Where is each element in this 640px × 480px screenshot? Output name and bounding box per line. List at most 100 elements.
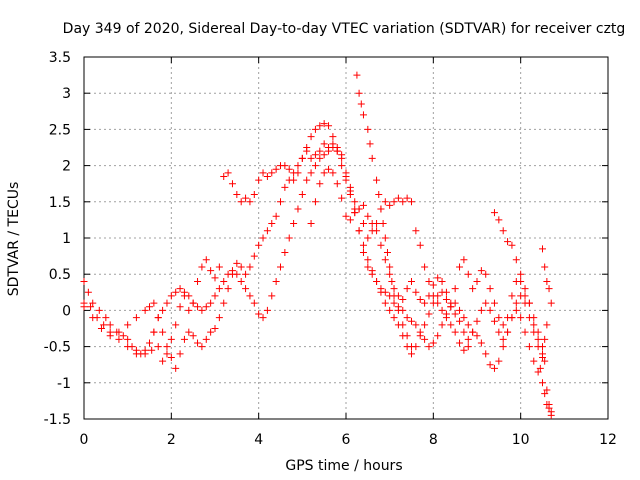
data-point (525, 299, 533, 307)
data-point (359, 241, 367, 249)
data-point (366, 140, 374, 148)
data-point (403, 314, 411, 322)
data-point (159, 328, 167, 336)
x-tick-label: 6 (342, 432, 351, 448)
data-point (119, 332, 127, 340)
data-point (460, 256, 468, 264)
data-point (124, 335, 132, 343)
data-point (375, 191, 383, 199)
x-tick-label: 10 (512, 432, 530, 448)
data-point (364, 256, 372, 264)
data-point (154, 343, 162, 351)
data-point (268, 292, 276, 300)
data-point (451, 285, 459, 293)
data-point (325, 122, 333, 130)
data-point (499, 343, 507, 351)
data-point (388, 277, 396, 285)
data-point (421, 299, 429, 307)
data-point (250, 299, 258, 307)
data-point (194, 303, 202, 311)
data-point (541, 357, 549, 365)
data-point (277, 263, 284, 271)
data-point (316, 154, 324, 162)
data-point (495, 216, 503, 224)
data-point (307, 220, 315, 228)
data-point (228, 270, 236, 278)
data-point (477, 267, 485, 275)
data-point (215, 285, 223, 293)
data-point (421, 263, 429, 271)
data-point (167, 292, 175, 300)
data-point (495, 357, 503, 365)
data-point (233, 259, 241, 267)
data-point (390, 314, 398, 322)
data-point (543, 386, 551, 394)
data-point (543, 321, 551, 329)
data-point (198, 263, 206, 271)
x-tick-label: 4 (254, 432, 263, 448)
data-point (373, 277, 381, 285)
data-points (80, 71, 555, 419)
data-point (434, 332, 442, 340)
data-point (499, 321, 507, 329)
data-point (272, 212, 280, 220)
data-point (539, 350, 546, 358)
series-track-d (307, 165, 415, 242)
data-point (412, 227, 420, 235)
data-point (220, 299, 228, 307)
data-point (298, 191, 306, 199)
data-point (172, 321, 180, 329)
data-point (451, 310, 459, 318)
data-point (486, 306, 494, 314)
data-point (495, 314, 503, 322)
data-point (246, 198, 254, 206)
data-point (355, 89, 363, 97)
data-point (399, 198, 407, 206)
data-point (185, 328, 193, 336)
data-point (521, 285, 529, 293)
data-point (416, 332, 424, 340)
data-point (163, 343, 171, 351)
data-point (416, 241, 424, 249)
data-point (211, 325, 219, 332)
data-point (250, 252, 258, 260)
axis-ticks: 0 2 4 6 8 10 12 -1.5 -1 -0.5 0 0.5 1 1.5 2 2.5 3 3.5 (44, 50, 617, 448)
data-point (541, 390, 549, 398)
data-point (172, 288, 180, 296)
y-tick-label: 2 (62, 159, 71, 175)
data-point (364, 212, 372, 220)
data-point (333, 180, 341, 188)
data-point (425, 277, 433, 285)
data-point (530, 314, 538, 322)
data-point (132, 346, 140, 354)
y-tick-label: 2.5 (49, 122, 71, 138)
data-point (517, 270, 525, 278)
data-point (512, 299, 520, 307)
data-point (272, 277, 280, 285)
data-point (403, 194, 411, 202)
data-point (390, 285, 398, 293)
data-point (277, 198, 284, 206)
data-point (447, 321, 455, 329)
data-point (482, 270, 490, 278)
data-point (242, 270, 250, 278)
data-point (224, 285, 232, 293)
data-point (477, 339, 485, 347)
data-point (325, 165, 333, 173)
data-point (338, 194, 346, 202)
data-point (377, 205, 385, 213)
data-point (342, 212, 350, 220)
series-track-g (490, 209, 555, 419)
data-point (124, 343, 132, 351)
data-point (442, 314, 450, 322)
data-point (237, 263, 245, 271)
data-point (442, 296, 450, 304)
data-point (237, 277, 245, 285)
data-point (517, 314, 525, 322)
data-point (294, 205, 302, 213)
data-point (351, 198, 359, 206)
data-point (545, 404, 553, 412)
data-point (207, 299, 215, 307)
